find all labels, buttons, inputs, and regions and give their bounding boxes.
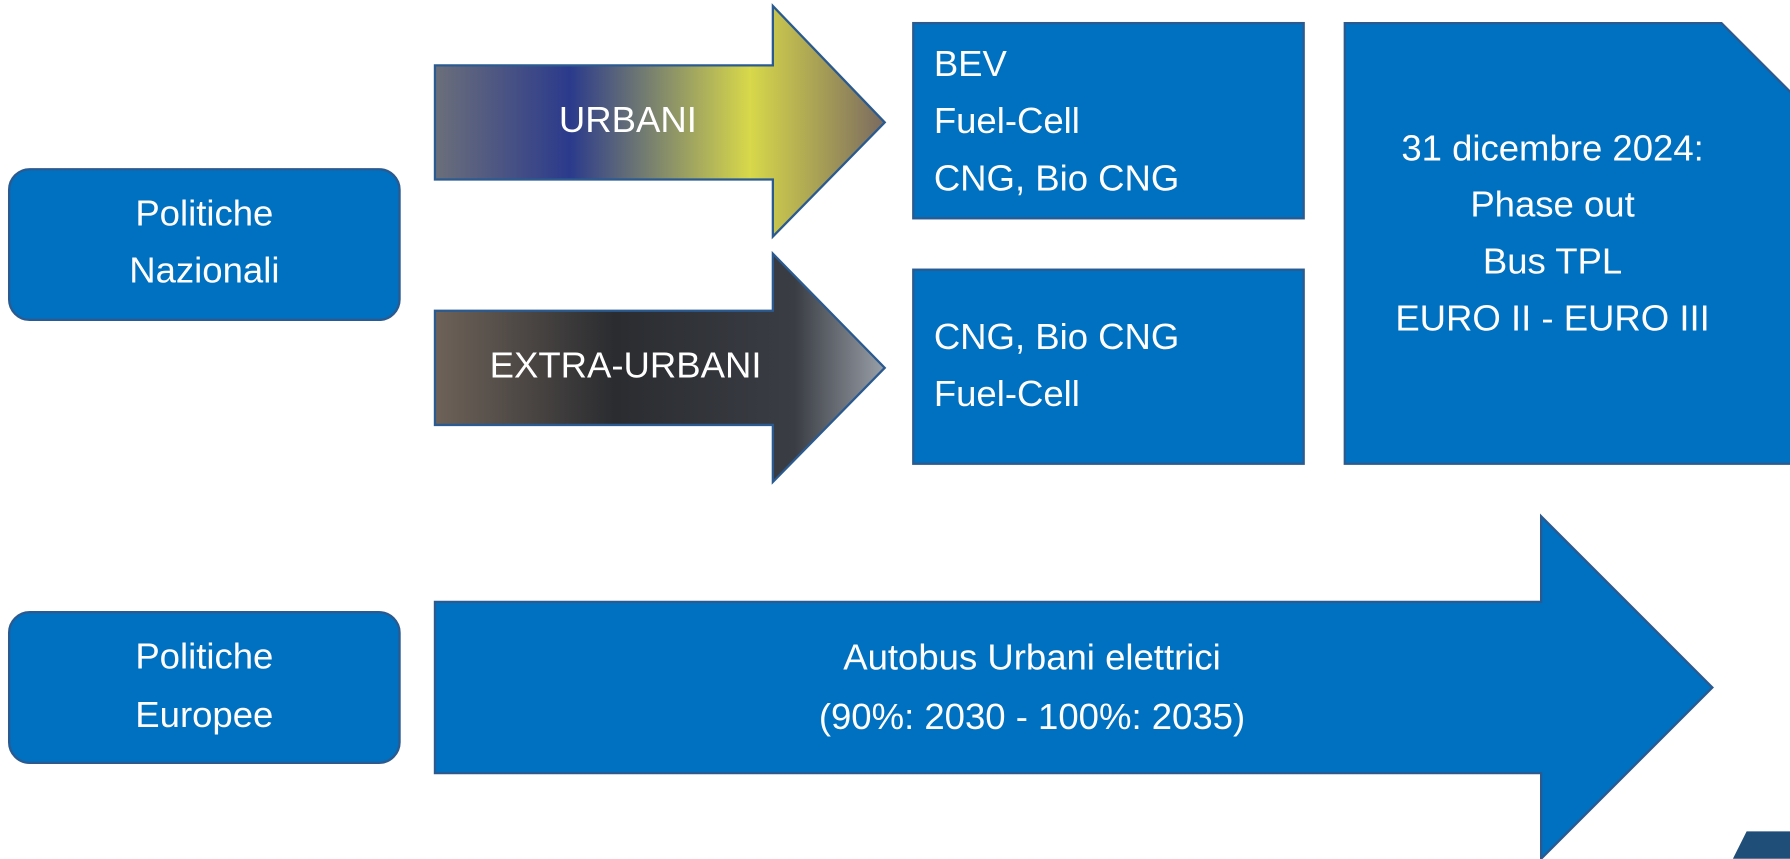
urban-arrow-label: URBANI (559, 99, 697, 140)
european-arrow (435, 516, 1712, 858)
slide: Politiche Nazionali URBANI EXTRA-URBANI … (0, 0, 1790, 859)
corner-decoration (1733, 831, 1790, 858)
fuel-line: BEV (934, 43, 1008, 84)
extraurban-fuels-box (913, 270, 1303, 464)
phase-out-line: Phase out (1470, 184, 1634, 225)
european-arrow-line: Autobus Urbani elettrici (843, 637, 1221, 678)
phase-out-line: EURO II - EURO III (1395, 298, 1709, 339)
european-label: Politiche (135, 636, 273, 677)
european-label: Europee (135, 694, 273, 735)
national-label: Nazionali (129, 250, 279, 291)
national-label: Politiche (135, 193, 273, 234)
phase-out-line: 31 dicembre 2024: (1401, 128, 1703, 169)
fuel-line: Fuel-Cell (934, 373, 1080, 414)
fuel-line: CNG, Bio CNG (934, 316, 1179, 357)
european-arrow-line: (90%: 2030 - 100%: 2035) (819, 696, 1245, 737)
extraurban-arrow-label: EXTRA-URBANI (490, 345, 762, 386)
phase-out-line: Bus TPL (1483, 241, 1622, 282)
fuel-line: CNG, Bio CNG (934, 157, 1179, 198)
fuel-line: Fuel-Cell (934, 100, 1080, 141)
